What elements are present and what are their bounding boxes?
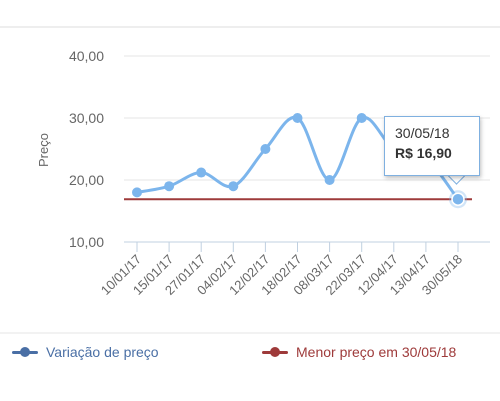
tooltip-price: R$ 16,90 (395, 145, 452, 161)
y-tick-label: 30,00 (69, 110, 104, 126)
data-point[interactable] (132, 187, 142, 198)
legend-line-dot-icon (262, 346, 288, 358)
data-point[interactable] (196, 167, 207, 178)
data-point[interactable] (451, 192, 465, 206)
data-point[interactable] (356, 113, 367, 123)
legend-item-price-variation[interactable]: Variação de preço (12, 344, 159, 360)
data-point[interactable] (292, 113, 303, 123)
y-tick-label: 40,00 (69, 48, 104, 64)
chart-legend: Variação de preço Menor preço em 30/05/1… (0, 334, 500, 374)
legend-label: Variação de preço (46, 344, 159, 360)
legend-item-lowest-price[interactable]: Menor preço em 30/05/18 (262, 344, 456, 360)
y-tick-label: 10,00 (69, 234, 104, 250)
legend-label: Menor preço em 30/05/18 (296, 344, 457, 360)
tooltip-date: 30/05/18 (395, 125, 450, 141)
y-axis-label: Preço (36, 133, 51, 167)
y-tick-label: 20,00 (69, 172, 104, 188)
price-tooltip: 30/05/18 R$ 16,90 (384, 116, 480, 176)
data-point[interactable] (260, 144, 271, 154)
data-point[interactable] (324, 175, 335, 185)
data-point[interactable] (228, 181, 239, 192)
legend-line-dot-icon (12, 346, 38, 358)
data-point[interactable] (164, 181, 175, 192)
